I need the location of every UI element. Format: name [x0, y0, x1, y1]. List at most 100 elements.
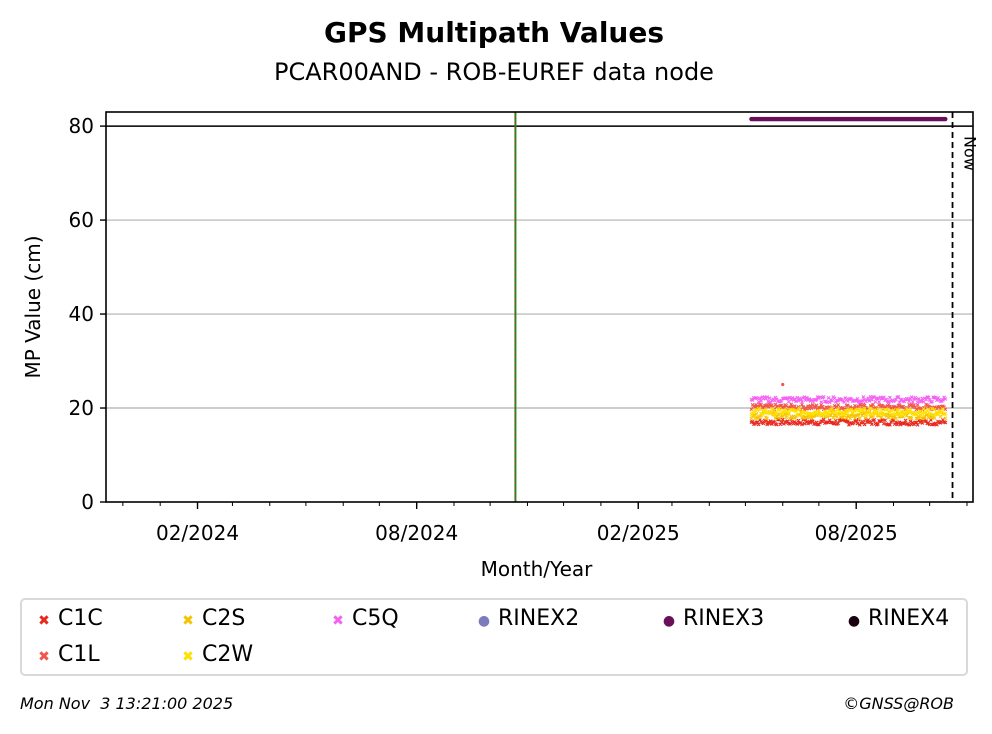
point-c1l-outlier: [781, 382, 785, 387]
point-c2w: [850, 410, 855, 415]
point-c2w: [862, 406, 867, 411]
legend-label-rinex2: RINEX2: [498, 606, 580, 631]
point-c2w: [875, 407, 880, 411]
point-c1c: [833, 418, 838, 423]
x-tick-label-3: 08/2025: [815, 521, 898, 545]
point-c2s: [753, 416, 757, 421]
point-c2w: [786, 411, 791, 416]
series-c5q: [749, 394, 948, 405]
point-c2w: [780, 410, 785, 415]
point-c2w: [920, 411, 925, 416]
point-c1c: [845, 419, 850, 424]
point-c1c: [888, 422, 892, 427]
point-c2s: [774, 414, 779, 419]
legend-item-rinex4: ● RINEX4: [840, 608, 949, 632]
point-c1c: [816, 422, 821, 427]
point-c1l: [871, 402, 875, 407]
point-c2s: [909, 416, 914, 421]
series-c2w: [749, 406, 948, 417]
point-c5q: [756, 399, 761, 404]
point-c2s: [890, 415, 895, 420]
point-c1l: [808, 403, 813, 408]
plot-frame: [105, 111, 974, 503]
point-c1c: [857, 423, 862, 427]
point-c2w: [778, 408, 783, 412]
point-c1c: [883, 418, 887, 423]
point-c5q: [790, 395, 795, 400]
point-c5q: [875, 396, 880, 401]
point-c5q: [910, 399, 915, 404]
data-points: [749, 116, 948, 427]
point-c1l: [883, 404, 887, 409]
point-c1l: [753, 405, 757, 409]
point-c5q: [766, 399, 771, 404]
point-c1l: [767, 402, 772, 407]
point-c2w: [757, 407, 762, 412]
legend-item-rinex2: ● RINEX2: [470, 608, 579, 632]
point-c1c: [802, 421, 807, 426]
point-c2w: [821, 412, 826, 417]
point-c5q: [855, 397, 860, 401]
chart-subtitle: PCAR00AND - ROB-EUREF data node: [274, 58, 714, 86]
legend-marker-rinex3: ●: [662, 613, 676, 629]
point-c2s: [853, 416, 857, 421]
point-c1c: [806, 421, 810, 426]
point-c2w: [930, 406, 934, 411]
point-c5q: [941, 398, 945, 402]
point-c2w: [830, 406, 835, 411]
point-c1c: [780, 417, 785, 422]
point-c2s: [751, 413, 756, 418]
point-c5q: [943, 397, 948, 401]
point-c2s: [765, 416, 769, 421]
point-c2w: [836, 407, 841, 411]
point-c2s: [932, 416, 937, 421]
point-c2w: [771, 406, 775, 411]
point-c1l: [813, 405, 818, 410]
point-c2w: [865, 412, 869, 417]
footer-timestamp: Mon Nov 3 13:21:00 2025: [20, 694, 234, 713]
point-c1c: [795, 422, 800, 426]
point-c2w: [934, 410, 939, 415]
legend-item-rinex3: ● RINEX3: [655, 608, 764, 632]
point-c5q: [794, 399, 798, 404]
point-c1c: [865, 420, 869, 425]
chart-legend: ✖ C1C ✖ C2S ✖ C5Q ● RINEX2 ● RINEX3 ● RINEX4 ✖…: [20, 598, 968, 676]
point-c1l: [792, 404, 797, 408]
series-c1l: [749, 382, 948, 412]
point-c1c: [797, 421, 802, 425]
point-c2w: [768, 411, 773, 415]
point-c5q: [796, 398, 801, 403]
point-c2w: [849, 407, 854, 412]
point-c5q: [915, 400, 920, 405]
x-tick-label-2: 02/2025: [597, 521, 680, 545]
point-c2w: [891, 408, 896, 413]
legend-marker-c2s: ✖: [182, 613, 194, 629]
point-c5q: [821, 395, 826, 399]
point-c2w: [921, 406, 926, 411]
legend-item-c1l: ✖ C1L: [30, 644, 100, 668]
point-c5q: [867, 398, 872, 403]
point-c1c: [941, 417, 945, 422]
point-c2w: [761, 408, 766, 413]
point-c2w: [932, 407, 937, 412]
point-c5q: [896, 395, 901, 399]
legend-marker-rinex2: ●: [477, 613, 491, 629]
y-tick-label-4: 80: [69, 114, 94, 138]
x-tick-label-1: 08/2024: [375, 521, 458, 545]
point-c5q: [860, 398, 865, 403]
point-c1c: [765, 422, 769, 427]
point-c5q: [819, 400, 824, 405]
point-c2s: [841, 415, 845, 420]
point-c1c: [808, 420, 813, 425]
legend-label-c1c: C1C: [58, 606, 103, 631]
point-c1l: [841, 405, 845, 410]
point-c2w: [903, 410, 908, 415]
point-c1c: [897, 420, 902, 425]
point-c1c: [872, 417, 877, 422]
legend-marker-c5q: ✖: [332, 613, 344, 629]
point-c1c: [800, 422, 804, 427]
point-c1c: [785, 419, 790, 424]
point-c1l: [914, 407, 919, 412]
point-c2w: [794, 409, 798, 414]
point-c2s: [857, 416, 862, 421]
